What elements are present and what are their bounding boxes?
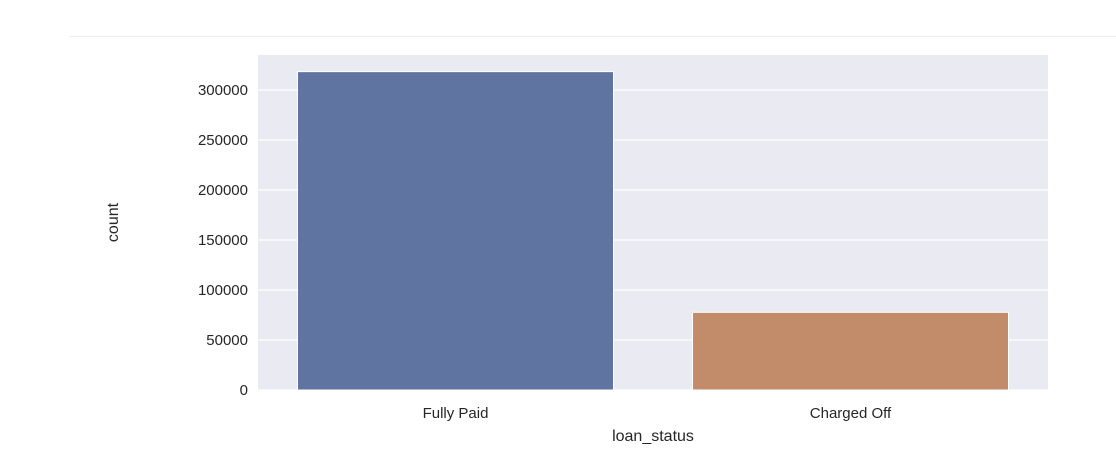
y-tick-label: 0 bbox=[240, 382, 248, 399]
y-tick-label: 250000 bbox=[198, 132, 248, 149]
y-tick-label: 50000 bbox=[206, 332, 248, 349]
y-tick-label: 100000 bbox=[198, 282, 248, 299]
x-tick-label: Charged Off bbox=[810, 405, 892, 422]
top-divider bbox=[70, 36, 1116, 37]
bars bbox=[297, 71, 1009, 391]
y-tick-label: 150000 bbox=[198, 232, 248, 249]
y-tick-label: 300000 bbox=[198, 82, 248, 99]
x-axis-label: loan_status bbox=[612, 428, 694, 445]
y-axis-label: count bbox=[105, 202, 122, 242]
x-tick-label: Fully Paid bbox=[423, 405, 489, 422]
bar-fully-paid bbox=[297, 71, 614, 391]
y-axis-ticks: 0 50000 100000 150000 200000 250000 300000 bbox=[198, 82, 248, 399]
x-axis-ticks: Fully Paid Charged Off bbox=[423, 405, 892, 422]
y-tick-label: 200000 bbox=[198, 182, 248, 199]
bar-charged-off bbox=[692, 311, 1009, 391]
